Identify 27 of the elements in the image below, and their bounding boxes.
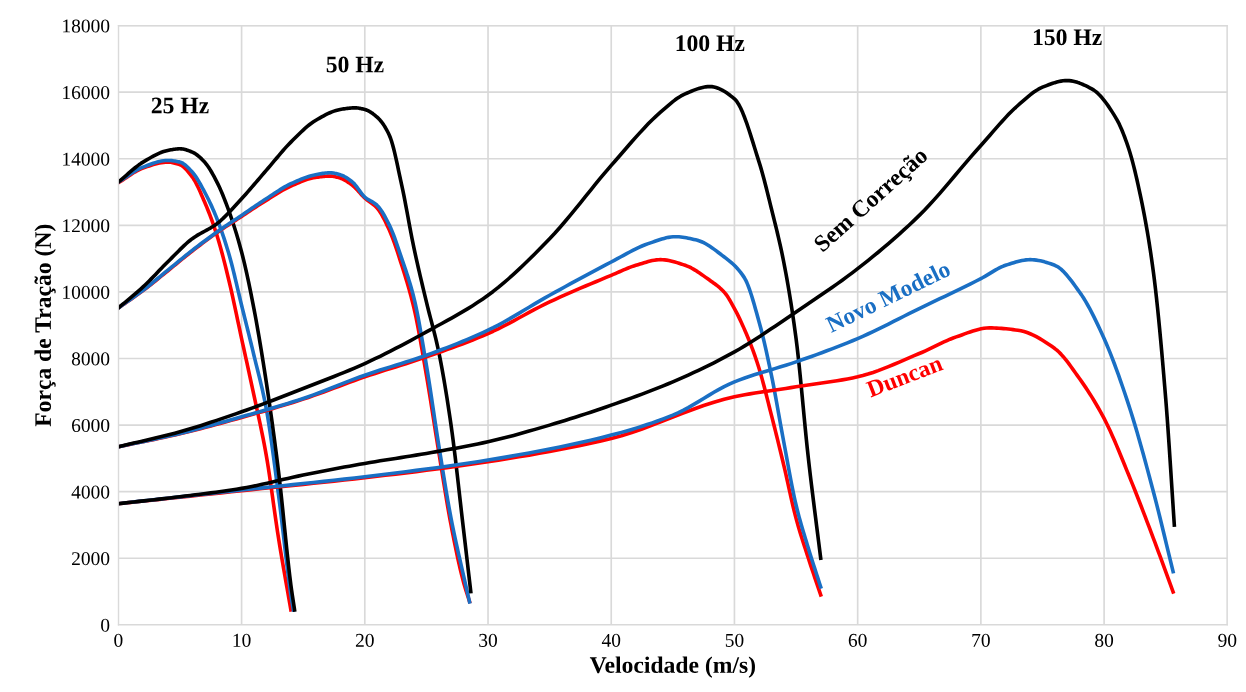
- x-tick-label: 30: [479, 633, 497, 647]
- x-tick-label: 50: [725, 633, 744, 647]
- y-tick-label: 16000: [63, 86, 110, 100]
- y-tick-label: 0: [101, 618, 110, 632]
- y-tick-label: 6000: [71, 418, 110, 433]
- annotation: 50 Hz: [326, 56, 384, 73]
- y-tick-label: 8000: [71, 352, 110, 366]
- y-axis-title: Força de Tração (N): [34, 224, 56, 427]
- x-tick-label: 70: [972, 633, 990, 647]
- x-tick-label: 10: [233, 633, 251, 647]
- y-tick-label: 12000: [63, 219, 110, 233]
- annotation: 100 Hz: [676, 35, 745, 52]
- x-axis-title: Velocidade (m/s): [589, 656, 755, 678]
- x-tick-label: 40: [601, 633, 621, 647]
- y-tick-label: 2000: [72, 552, 110, 566]
- x-tick-label: 20: [355, 633, 374, 647]
- annotation: 150 Hz: [1033, 29, 1102, 46]
- annotation: 25 Hz: [151, 97, 209, 114]
- x-tick-label: 80: [1095, 633, 1114, 647]
- x-tick-label: 0: [114, 633, 123, 647]
- y-tick-label: 18000: [63, 19, 110, 33]
- y-tick-label: 10000: [63, 285, 110, 299]
- x-tick-label: 60: [848, 633, 867, 647]
- y-tick-label: 14000: [63, 152, 110, 166]
- y-tick-label: 4000: [71, 485, 110, 499]
- x-tick-label: 90: [1218, 633, 1237, 647]
- text: Duncan: [865, 354, 944, 398]
